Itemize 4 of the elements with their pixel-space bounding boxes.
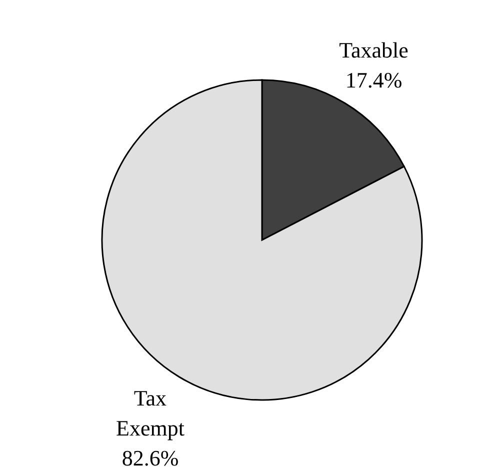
slice-label: Tax Exempt	[116, 386, 184, 441]
data-label: 17.4%	[345, 68, 402, 93]
slice-label: Taxable	[339, 38, 408, 63]
data-label: 82.6%	[122, 446, 179, 467]
